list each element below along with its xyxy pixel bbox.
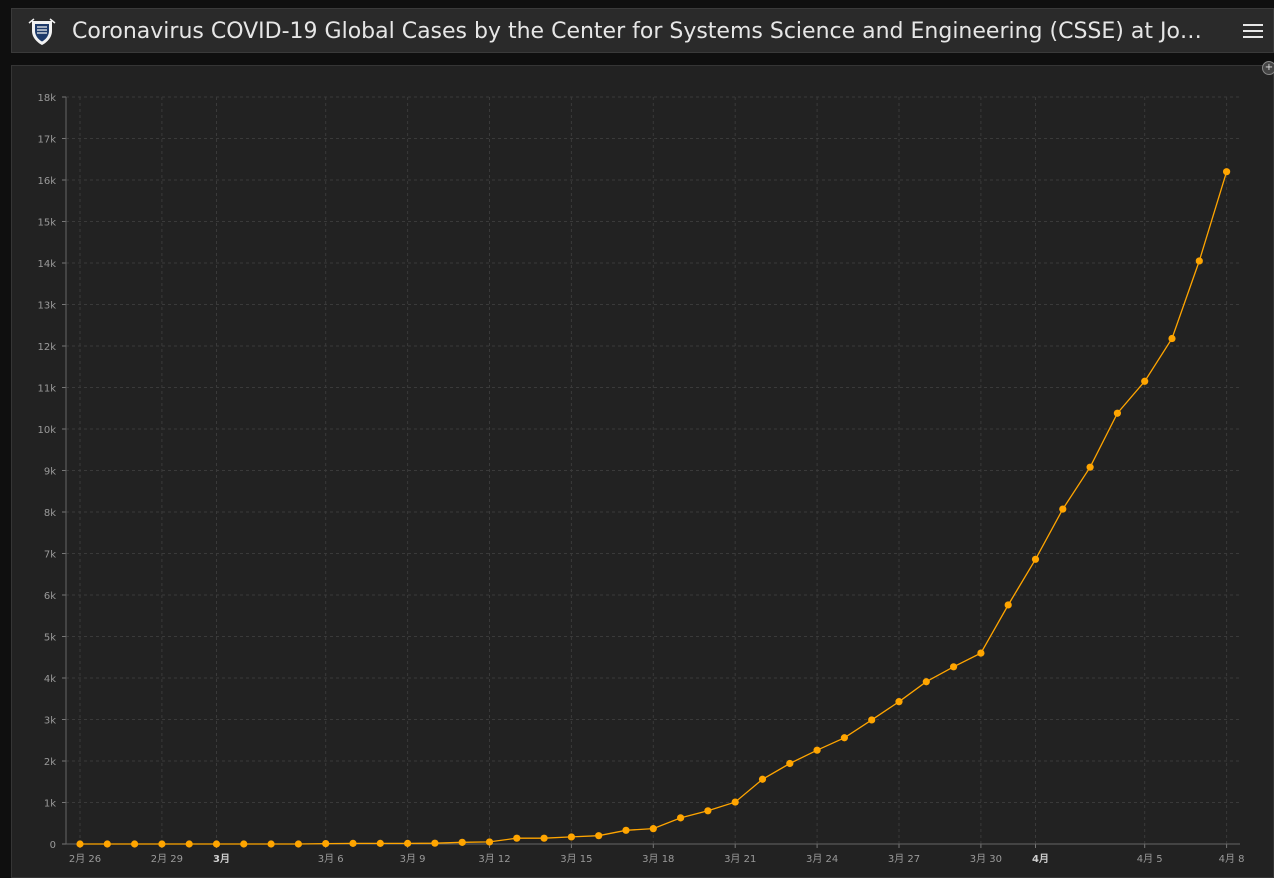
data-point — [131, 840, 139, 848]
data-point — [567, 833, 576, 841]
y-tick-label: 4k — [44, 674, 56, 685]
expand-panel-button[interactable]: + — [1262, 61, 1274, 75]
data-point — [649, 825, 657, 833]
x-tick-label: 2月 29 — [151, 853, 183, 865]
x-tick-label: 4月 5 — [1137, 853, 1163, 865]
data-point — [349, 839, 357, 847]
data-point — [704, 807, 712, 815]
data-point — [622, 826, 630, 834]
x-tick-label: 3月 27 — [888, 853, 920, 865]
y-tick-label: 16k — [37, 176, 56, 187]
x-tick-label: 2月 26 — [69, 853, 101, 865]
y-tick-label: 13k — [37, 301, 56, 312]
x-tick-label: 3月 21 — [724, 853, 756, 865]
chart-panel — [11, 65, 1274, 878]
data-point — [786, 759, 794, 768]
data-point — [185, 840, 193, 848]
x-tick-label: 3月 9 — [400, 853, 426, 865]
y-tick-label: 18k — [37, 93, 56, 104]
data-point — [1195, 257, 1203, 265]
data-point — [103, 840, 111, 848]
x-tick-label: 3月 24 — [806, 853, 838, 865]
data-point — [376, 839, 384, 847]
x-tick-label: 4月 8 — [1219, 853, 1245, 865]
data-point — [322, 839, 330, 848]
data-point — [677, 814, 685, 822]
data-point — [977, 649, 985, 657]
app-header: Coronavirus COVID-19 Global Cases by the… — [11, 8, 1274, 53]
data-point — [840, 734, 849, 742]
data-point — [1141, 377, 1149, 385]
data-point — [267, 840, 275, 848]
jhu-shield-icon — [28, 18, 56, 45]
y-tick-label: 14k — [37, 259, 56, 270]
data-point — [540, 834, 548, 842]
data-point — [731, 798, 739, 806]
data-point — [240, 840, 248, 848]
data-point — [950, 663, 958, 671]
x-tick-label: 3月 — [213, 853, 230, 865]
y-tick-label: 17k — [37, 135, 56, 146]
data-point — [404, 839, 412, 847]
y-tick-label: 7k — [44, 550, 56, 561]
data-point — [895, 698, 903, 706]
data-point — [294, 840, 302, 848]
data-point — [1031, 555, 1040, 563]
data-point — [1059, 505, 1067, 513]
data-point — [485, 838, 494, 846]
y-tick-label: 3k — [44, 716, 56, 727]
y-tick-label: 8k — [44, 508, 56, 519]
data-point — [595, 832, 603, 840]
data-point — [813, 746, 821, 754]
data-point — [868, 716, 876, 724]
data-point — [1168, 334, 1176, 343]
y-tick-label: 15k — [37, 218, 56, 229]
data-point — [513, 834, 521, 842]
data-point — [1004, 601, 1012, 609]
y-tick-label: 10k — [37, 425, 56, 436]
data-point — [458, 838, 466, 846]
y-tick-label: 6k — [44, 591, 56, 602]
data-point — [922, 678, 930, 686]
x-tick-label: 3月 12 — [478, 853, 510, 865]
y-tick-label: 11k — [37, 384, 56, 395]
y-tick-label: 9k — [44, 467, 56, 478]
data-point — [431, 839, 439, 847]
x-tick-label: 3月 18 — [642, 853, 674, 865]
data-point — [158, 840, 166, 848]
data-point — [1086, 463, 1094, 471]
x-tick-label: 3月 15 — [560, 853, 592, 865]
data-point — [1223, 168, 1231, 176]
x-tick-label: 4月 — [1032, 853, 1049, 865]
data-point — [758, 775, 767, 783]
y-tick-label: 12k — [37, 342, 56, 353]
y-tick-label: 0 — [50, 840, 56, 851]
data-point — [76, 840, 84, 848]
x-tick-label: 3月 6 — [318, 853, 344, 865]
y-tick-label: 5k — [44, 633, 56, 644]
data-point — [212, 840, 221, 848]
hamburger-menu-icon[interactable] — [1241, 20, 1265, 42]
x-tick-label: 3月 30 — [970, 853, 1002, 865]
data-point — [1113, 409, 1121, 417]
y-tick-label: 1k — [44, 799, 56, 810]
y-tick-label: 2k — [44, 757, 56, 768]
